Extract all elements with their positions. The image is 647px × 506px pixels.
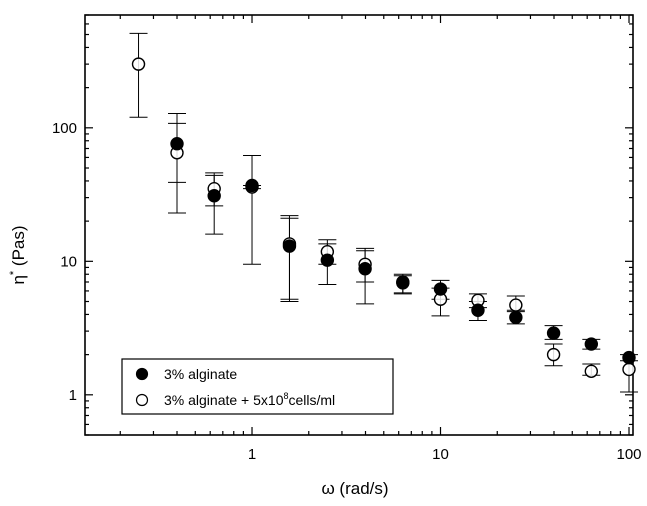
legend-marker-open bbox=[135, 393, 149, 407]
x-tick-label: 1 bbox=[248, 446, 256, 463]
data-point-alginate bbox=[358, 262, 372, 276]
y-axis-label-unit: (Pas) bbox=[9, 225, 28, 270]
y-tick-label: 100 bbox=[52, 120, 77, 137]
data-point-alginate-cells bbox=[546, 347, 561, 362]
y-axis-label-eta: η bbox=[9, 275, 28, 284]
data-point-alginate bbox=[170, 137, 184, 151]
data-point-alginate bbox=[207, 189, 221, 203]
data-point-alginate bbox=[471, 303, 485, 317]
y-axis-label-star: * bbox=[8, 270, 20, 275]
legend-label-suffix: cells/ml bbox=[289, 392, 336, 408]
x-tick-label: 10 bbox=[432, 446, 449, 463]
y-tick-label: 10 bbox=[60, 253, 77, 270]
data-point-alginate bbox=[282, 239, 297, 253]
data-point-alginate-cells bbox=[622, 362, 636, 377]
legend-label-sup: 8 bbox=[283, 391, 288, 401]
y-tick-label: 1 bbox=[69, 387, 77, 404]
data-point-alginate-cells bbox=[131, 57, 146, 71]
x-tick-label: 100 bbox=[616, 446, 641, 463]
data-point-alginate bbox=[245, 178, 259, 193]
data-point-alginate-cells bbox=[509, 298, 523, 312]
data-point-alginate-cells bbox=[584, 364, 599, 379]
data-point-alginate bbox=[433, 282, 448, 296]
legend-label-alginate-cells: 3% alginate + 5x108cells/ml bbox=[164, 391, 335, 408]
data-point-alginate bbox=[584, 337, 599, 351]
data-point-alginate bbox=[396, 275, 410, 289]
legend-label-alginate: 3% alginate bbox=[164, 366, 237, 382]
data-point-alginate bbox=[509, 310, 523, 325]
data-point-alginate bbox=[546, 326, 561, 340]
data-point-alginate bbox=[320, 253, 335, 267]
x-axis-label: ω (rad/s) bbox=[321, 479, 388, 498]
legend-marker-filled bbox=[135, 367, 149, 381]
data-point-alginate bbox=[622, 350, 636, 365]
legend-box bbox=[121, 358, 394, 415]
y-axis-label: η* (Pas) bbox=[8, 225, 28, 284]
plot-frame bbox=[84, 14, 634, 436]
legend-label-prefix: 3% alginate + 5x10 bbox=[164, 392, 284, 408]
